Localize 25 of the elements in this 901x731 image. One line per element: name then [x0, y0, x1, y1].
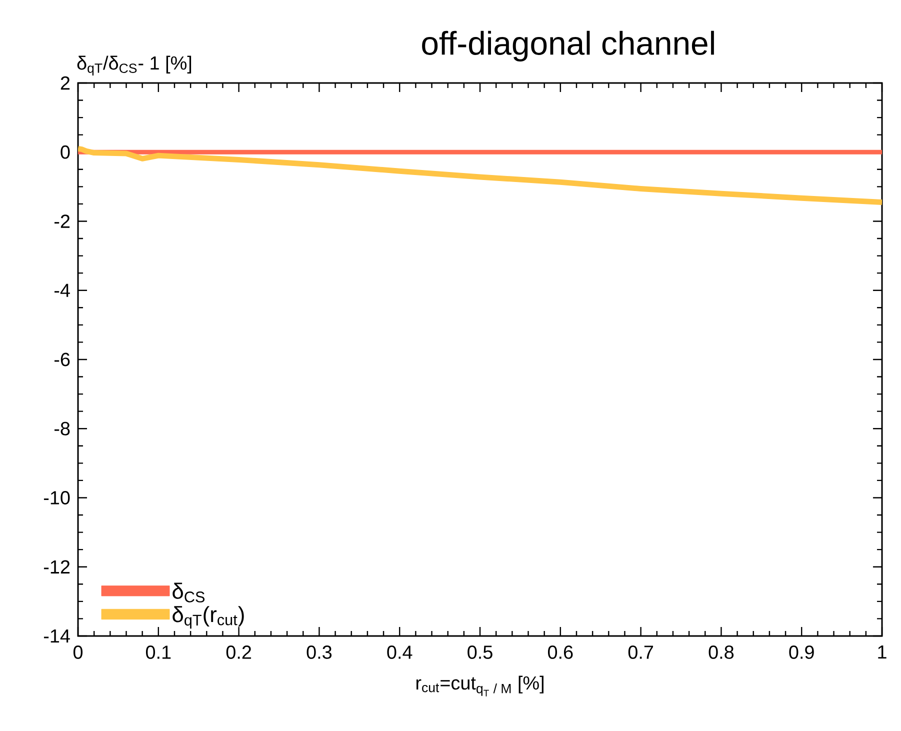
x-tick-label: 0.6	[548, 646, 573, 659]
y-tick-label: -8	[54, 422, 70, 436]
x-tick-label: 0.9	[789, 646, 814, 659]
x-tick-label: 0.1	[146, 646, 171, 659]
x-tick-label: 1	[878, 646, 886, 659]
x-tick-label: 0.8	[708, 646, 734, 659]
x-tick-label: 0.2	[226, 646, 252, 659]
x-tick-label: 0	[73, 646, 83, 659]
y-axis-title: δ$_{qT}$/δ$_{CS}$- 1 [%]	[77, 56, 192, 76]
legend-label: δ$_{CS}$	[172, 582, 205, 602]
x-tick-label: 0.7	[628, 646, 654, 659]
y-tick-label: -14	[44, 629, 70, 642]
y-tick-label: -2	[54, 214, 70, 228]
x-axis-title: $\text{r}_{\text{cut}}\text{=cut}_{\text{q}_{\text{T}}\text{ / M}}\text{ [\%]}$	[416, 676, 544, 696]
y-tick-label: 2	[60, 76, 70, 90]
y-tick-label: -12	[44, 560, 70, 574]
y-tick-label: -4	[54, 284, 70, 297]
x-tick-label: 0.3	[306, 646, 332, 659]
y-tick-label: -10	[44, 491, 70, 504]
legend-label: δ$_{qT}$(r$_{cut}$)	[172, 606, 244, 629]
x-tick-label: 0.4	[387, 646, 412, 659]
x-tick-label: 0.5	[468, 646, 492, 659]
y-tick-label: -6	[54, 352, 70, 366]
y-tick-label: 0	[60, 145, 70, 159]
chart-title: off-diagonal channel	[422, 30, 714, 62]
